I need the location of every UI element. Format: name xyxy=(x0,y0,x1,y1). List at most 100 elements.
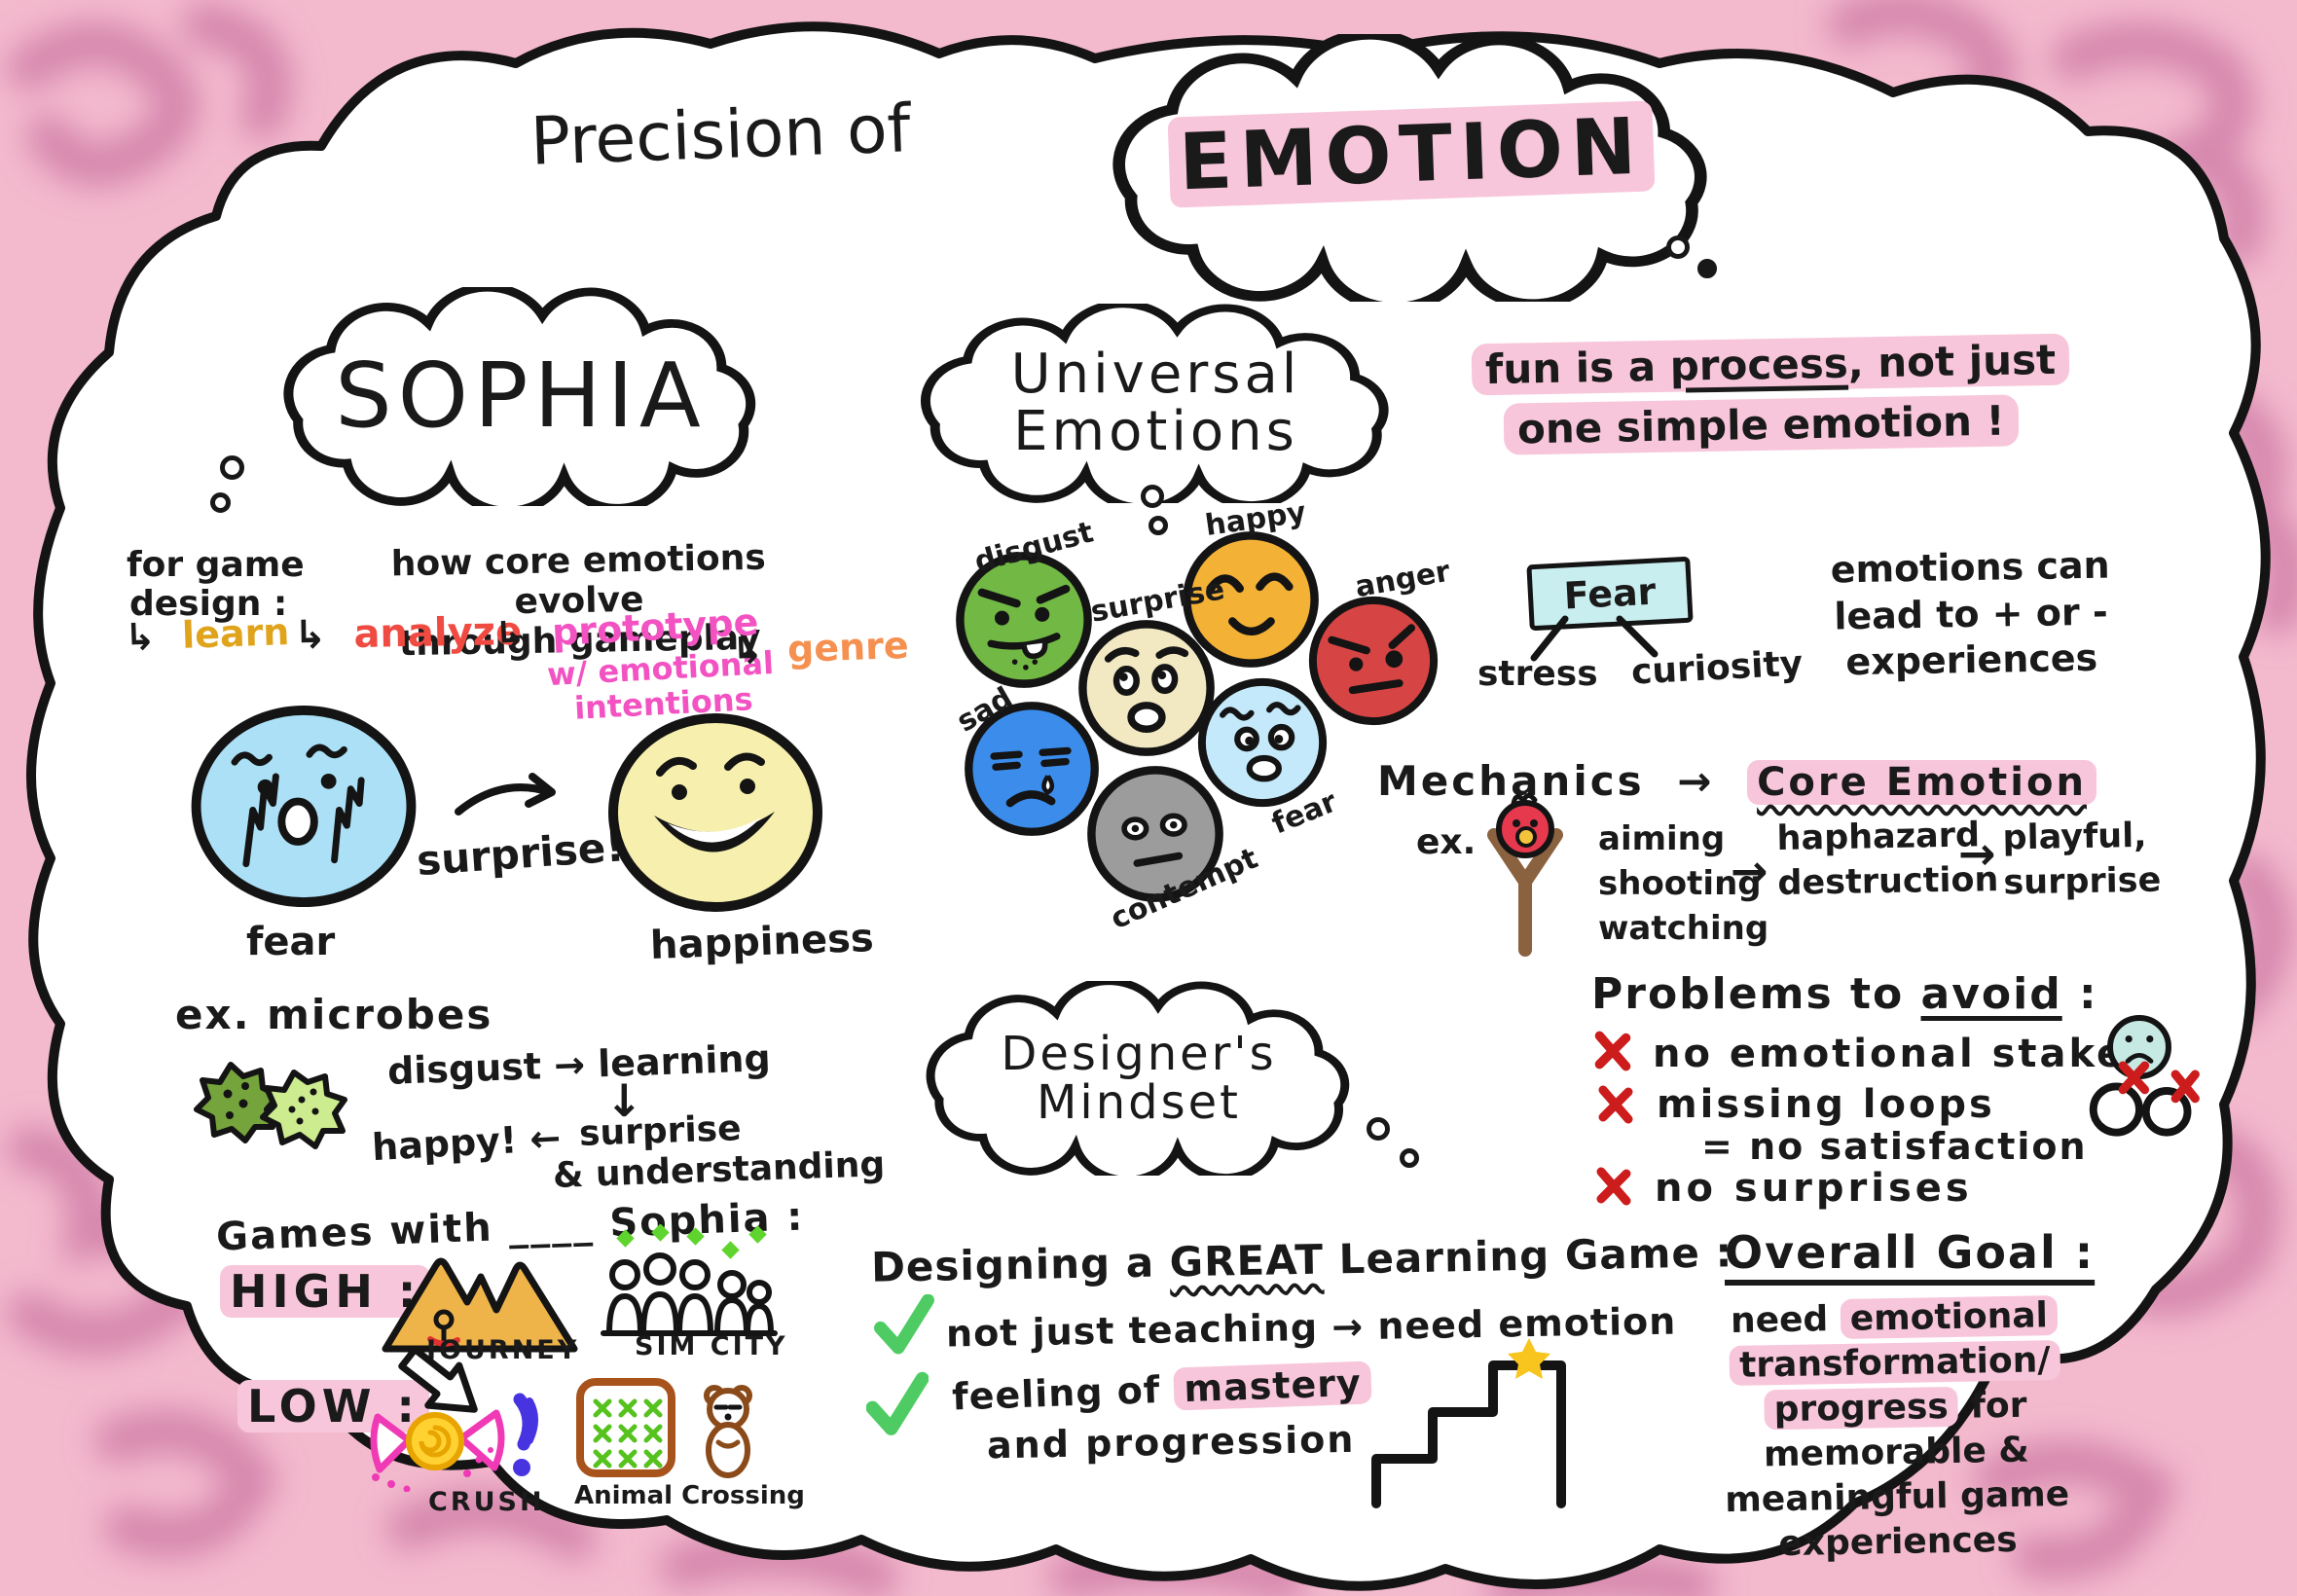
blue-exclamation xyxy=(513,1393,535,1451)
animal-crossing-game-icon xyxy=(576,1378,752,1478)
goal-transformation: transformation/ xyxy=(1729,1340,2060,1387)
step-genre-label: genre xyxy=(786,623,910,671)
step-learn-label: learn xyxy=(181,610,291,657)
green-x-grid xyxy=(593,1398,663,1469)
goal-for: for xyxy=(1957,1385,2027,1428)
crush-label: CRUSH xyxy=(428,1487,545,1517)
branch-arrow-icon: ↳ xyxy=(293,612,327,659)
great-pre: Designing a xyxy=(870,1238,1171,1291)
candy-sparkle-dots xyxy=(372,1447,493,1492)
emotion-face-anger xyxy=(1308,596,1439,726)
broken-loops-icon xyxy=(2089,1061,2200,1137)
for-game-design-line2: design : xyxy=(129,584,288,624)
mindset-cloud-dot-1 xyxy=(1367,1117,1390,1141)
branch-arrow-icon: ↳ xyxy=(124,614,157,659)
goal-progress: progress xyxy=(1764,1387,1959,1431)
emotion-face-disgust xyxy=(956,552,1092,688)
green-check-icon xyxy=(874,1294,934,1355)
problem-item2: missing loops xyxy=(1657,1082,1995,1127)
problem-item1: no emotional stakes xyxy=(1653,1032,2152,1076)
fear-face-big xyxy=(191,705,417,908)
mechanics-result: playful, surprise xyxy=(2002,815,2161,906)
feeling-of-text: feeling of xyxy=(951,1367,1176,1419)
title-cloud-word: EMOTION xyxy=(1138,99,1686,208)
goal-line4: memorable & xyxy=(1763,1430,2030,1475)
fun-note-line1: fun is a process, not just xyxy=(1471,333,2070,396)
mechanics-verbs: aiming shooting watching xyxy=(1598,817,1768,952)
left-claw-scribble xyxy=(242,773,279,868)
lead-note: emotions can lead to + or - experiences xyxy=(1809,542,2133,686)
journey-game-icon xyxy=(382,1257,578,1353)
surprise-word: surprise xyxy=(2003,860,2162,902)
progress-stairs-icon xyxy=(1371,1338,1566,1508)
avoid-word: avoid xyxy=(1920,969,2062,1019)
sophia-word: SOPHIA xyxy=(335,344,707,449)
games-high-label: HIGH : xyxy=(220,1265,431,1318)
mindset-line2: Mindset xyxy=(1037,1075,1241,1130)
right-arrow-icon: → xyxy=(1677,757,1715,805)
plumbob-diamonds xyxy=(616,1224,767,1259)
microbes-flow-line2a: surprise xyxy=(578,1108,743,1154)
fun-note-line2-hl: one simple emotion ! xyxy=(1503,394,2020,455)
fear-big-label: fear xyxy=(246,920,336,964)
title-prefix: Precision of xyxy=(529,91,912,181)
branch-arrow-icon: ↳ xyxy=(731,629,764,673)
goal-need: need xyxy=(1730,1298,1841,1341)
great-post: Learning Game : xyxy=(1323,1228,1733,1284)
goal-line5: meaningful game xyxy=(1724,1474,2070,1521)
microbes-heading: ex. microbes xyxy=(175,991,493,1038)
lead-line3: experiences xyxy=(1845,635,2098,684)
happiness-face-big xyxy=(608,713,822,912)
branch-arrow-icon: ↳ xyxy=(493,612,528,658)
microbes-down-arrow: ↓ xyxy=(605,1074,643,1127)
goal-emotional: emotional xyxy=(1840,1295,2059,1339)
crowd-figures xyxy=(606,1252,774,1334)
star-icon xyxy=(1508,1338,1550,1379)
lead-line2: lead to + or - xyxy=(1833,590,2108,637)
stress-label: stress xyxy=(1477,654,1598,694)
mechanics-heading: Mechanics → Core Emotion xyxy=(1377,757,2096,805)
goal-line6: experiences xyxy=(1778,1520,2018,1565)
fear-box-legs xyxy=(1530,615,1659,662)
animal-crossing-label: Animal Crossing xyxy=(574,1481,805,1510)
green-check-icon xyxy=(866,1371,929,1435)
step-genre: ↳ genre xyxy=(731,624,909,672)
crush-game-icon xyxy=(370,1393,538,1492)
emotion-face-contempt xyxy=(1087,766,1223,902)
verb-watching: watching xyxy=(1598,908,1769,948)
fun-process-word: process xyxy=(1669,339,1849,390)
fun-note-line1-hl: fun is a process, not just xyxy=(1471,333,2070,396)
mechanics-arrow3: → xyxy=(1958,827,1996,880)
great-word: GREAT xyxy=(1169,1235,1325,1287)
great-game-item2-line2: and progression xyxy=(986,1417,1356,1468)
emotion-face-surprise xyxy=(1078,620,1215,756)
mechanics-arrow2: → xyxy=(1731,845,1768,897)
goal-body: need emotional transformation/ progress … xyxy=(1709,1293,2084,1569)
red-x-icon xyxy=(1594,1031,1631,1071)
title-cloud-dot-2 xyxy=(1697,259,1717,278)
emotion-face-sad xyxy=(965,702,1099,836)
problems-heading: Problems to avoid : xyxy=(1591,969,2098,1019)
fun-pre: fun is a xyxy=(1484,342,1671,394)
fear-box-label: Fear xyxy=(1562,569,1658,618)
right-claw-scribble xyxy=(331,777,365,864)
problem-item2-sub: = no satisfaction xyxy=(1701,1125,2088,1168)
sophia-cloud-dot-2 xyxy=(210,492,231,513)
verb-shooting: shooting xyxy=(1598,863,1762,903)
red-scarf xyxy=(427,1336,460,1347)
red-x-icon xyxy=(1598,1085,1633,1124)
for-game-design-line1: for game xyxy=(127,545,305,585)
universal-line2: Emotions xyxy=(1013,399,1298,463)
simcity-game-icon xyxy=(601,1224,778,1336)
sophia-cloud-dot-1 xyxy=(220,455,244,480)
microbes-icon xyxy=(194,1062,347,1149)
mindset-cloud xyxy=(926,981,1350,1176)
emotion-face-fear xyxy=(1197,677,1328,808)
goal-heading-text: Overall Goal : xyxy=(1725,1226,2096,1279)
sophia-cloud-word: SOPHIA xyxy=(238,287,803,506)
journey-label: JOURNEY xyxy=(426,1335,580,1365)
step-analyze: ↳ analyze xyxy=(294,609,523,658)
mechanics-ex-label: ex. xyxy=(1416,822,1477,862)
goal-line2: transformation/ xyxy=(1709,1338,2080,1390)
